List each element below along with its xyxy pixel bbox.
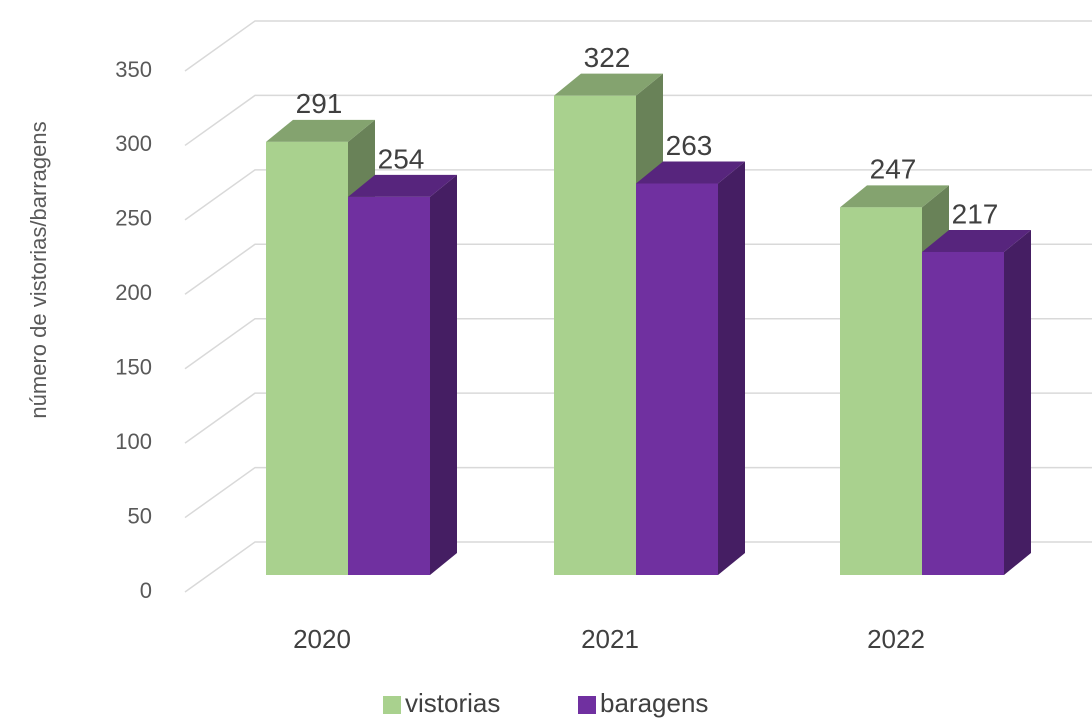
data-label: 247 — [870, 154, 917, 185]
y-tick-label: 50 — [128, 503, 152, 528]
legend-label: baragens — [600, 688, 708, 718]
x-tick-label: 2022 — [867, 624, 925, 654]
grid-line — [184, 94, 1092, 147]
bar-side — [430, 174, 457, 575]
data-label: 263 — [666, 130, 713, 161]
y-tick-label: 300 — [115, 131, 152, 156]
bar-side — [718, 161, 745, 575]
grid-line — [184, 317, 1092, 370]
data-label: 291 — [296, 88, 343, 119]
bar-top — [348, 174, 457, 197]
grid-line — [184, 20, 1092, 72]
bar — [922, 251, 1004, 576]
y-tick-label: 200 — [115, 280, 152, 305]
grid-line — [184, 243, 1092, 295]
legend-swatch — [578, 696, 596, 714]
bar-top — [266, 119, 375, 142]
data-label: 217 — [952, 198, 999, 229]
legend-swatch — [383, 696, 401, 714]
y-tick-label: 100 — [115, 429, 152, 454]
grid-line — [184, 541, 1092, 593]
y-axis-label: número de vistorias/barragens — [26, 121, 51, 418]
bar-top — [636, 161, 745, 184]
bar-side — [1004, 229, 1031, 576]
bar — [266, 141, 348, 575]
bar — [348, 196, 430, 575]
x-tick-label: 2020 — [293, 624, 351, 654]
bar-top — [840, 185, 949, 208]
y-tick-label: 350 — [115, 57, 152, 82]
legend-label: vistorias — [405, 688, 500, 718]
data-label: 322 — [584, 42, 631, 73]
y-tick-label: 150 — [115, 355, 152, 380]
bar-top — [554, 73, 663, 96]
data-label: 254 — [378, 143, 425, 174]
bar — [636, 183, 718, 575]
y-tick-label: 250 — [115, 206, 152, 231]
bar — [554, 95, 636, 576]
grid-line — [184, 169, 1092, 221]
bar — [840, 207, 922, 575]
bar-top — [922, 229, 1031, 252]
y-tick-label: 0 — [140, 578, 152, 603]
x-tick-label: 2021 — [581, 624, 639, 654]
grid-line — [184, 466, 1092, 519]
grid-line — [184, 392, 1092, 444]
